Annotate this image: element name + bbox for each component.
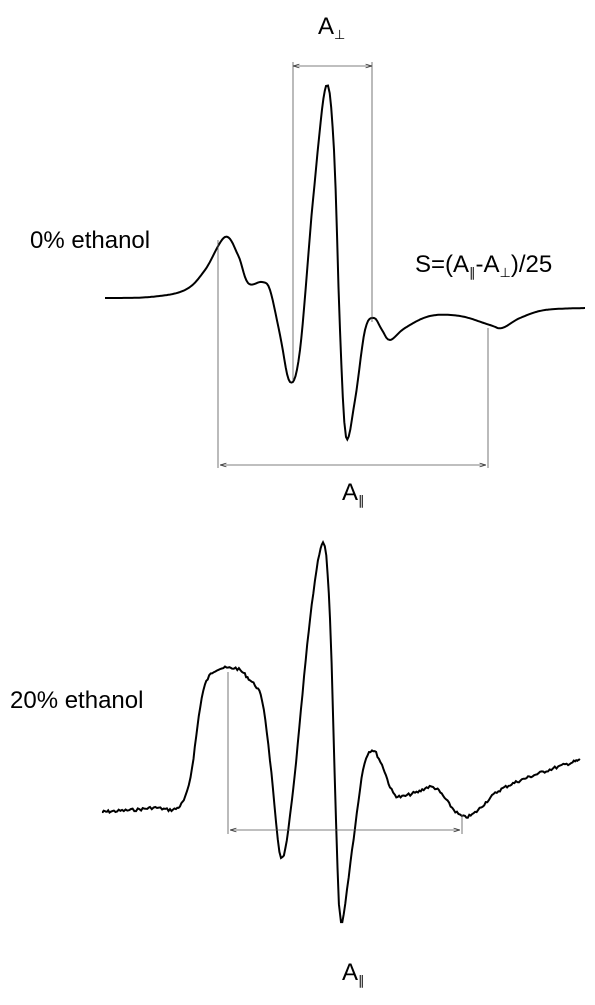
spectrum-label: 20% ethanol — [10, 687, 143, 714]
a-perp-label: A⊥ — [318, 13, 345, 42]
a-par-label: A∥ — [342, 959, 365, 988]
spectrum-trace — [105, 84, 585, 442]
spectrum-trace — [101, 540, 581, 924]
formula: S=(A∥-A⊥)/25 — [415, 251, 552, 280]
a-par-label: A∥ — [342, 479, 365, 508]
spectrum-label: 0% ethanol — [30, 227, 150, 254]
